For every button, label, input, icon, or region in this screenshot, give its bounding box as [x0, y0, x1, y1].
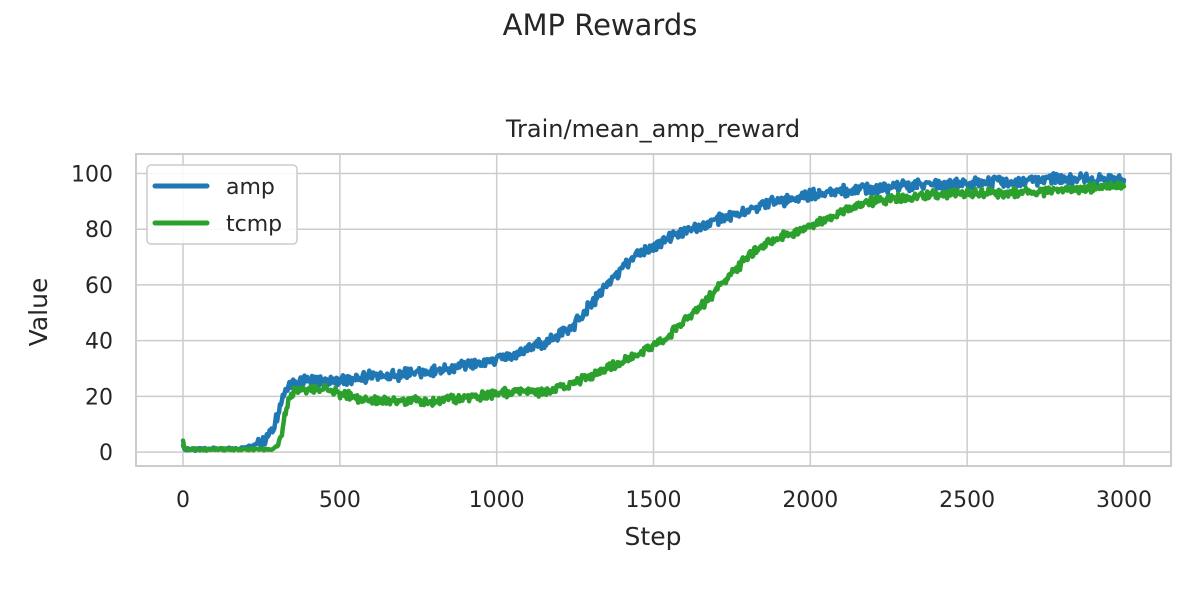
y-tick-label: 100: [71, 163, 113, 188]
y-tick-label: 60: [85, 274, 113, 299]
legend-label-amp: amp: [226, 175, 275, 200]
tick-labels: 0 500 1000 1500 2000 2500 3000 0 20 40 60 80 100: [71, 163, 1152, 514]
x-tick-label: 2000: [782, 488, 838, 513]
y-tick-label: 0: [99, 441, 113, 466]
series-line-amp: [180, 171, 1127, 453]
y-axis-label: Value: [24, 278, 53, 347]
x-tick-label: 500: [319, 488, 361, 513]
x-tick-label: 1000: [469, 488, 525, 513]
y-tick-label: 80: [85, 218, 113, 243]
x-tick-label: 0: [176, 488, 190, 513]
plot-frame: [135, 153, 1172, 467]
x-tick-label: 1500: [626, 488, 682, 513]
y-tick-label: 20: [85, 385, 113, 410]
x-tick-label: 2500: [939, 488, 995, 513]
x-axis-label: Step: [625, 522, 682, 551]
figure-suptitle: AMP Rewards: [503, 8, 698, 42]
legend: amp tcmp: [146, 164, 298, 245]
y-tick-label: 40: [85, 330, 113, 355]
legend-label-tcmp: tcmp: [226, 212, 282, 237]
axes-title: Train/mean_amp_reward: [505, 115, 800, 143]
series-layer: [180, 171, 1127, 453]
x-tick-label: 3000: [1096, 488, 1152, 513]
series-line-tcmp: [180, 180, 1127, 453]
plot-border: [135, 153, 1172, 467]
